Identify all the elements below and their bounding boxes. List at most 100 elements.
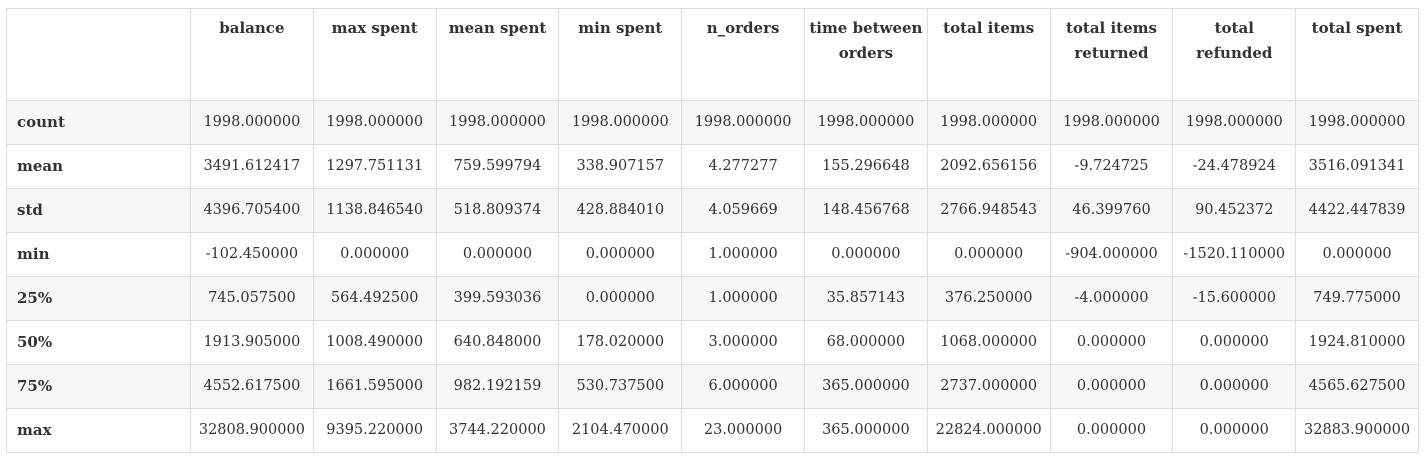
table-cell: 338.907157 <box>558 144 683 189</box>
table-cell: 1998.000000 <box>558 100 683 145</box>
row-label: 75% <box>6 364 191 409</box>
table-cell: 3516.091341 <box>1295 144 1419 189</box>
column-header: min spent <box>558 8 683 101</box>
column-header: mean spent <box>435 8 560 101</box>
header-row: balance max spent mean spent min spent n_ord… <box>6 8 1419 101</box>
table-cell: 148.456768 <box>803 188 928 233</box>
column-header: total refunded <box>1172 8 1297 101</box>
table-cell: 1924.810000 <box>1295 320 1419 365</box>
table-cell: 4396.705400 <box>190 188 314 233</box>
table-cell: 22824.000000 <box>926 408 1051 453</box>
table-cell: 1998.000000 <box>803 100 928 145</box>
table-cell: 6.000000 <box>681 364 805 409</box>
table-cell: 365.000000 <box>803 364 928 409</box>
column-header: n_orders <box>681 8 805 101</box>
table-cell: 4565.627500 <box>1295 364 1419 409</box>
table-cell: 155.296648 <box>803 144 928 189</box>
table-cell: 518.809374 <box>435 188 560 233</box>
table-cell: 1138.846540 <box>312 188 437 233</box>
table-cell: -9.724725 <box>1049 144 1174 189</box>
table-cell: 23.000000 <box>681 408 805 453</box>
table-cell: 1.000000 <box>681 276 805 321</box>
table-cell: 0.000000 <box>1049 408 1174 453</box>
table-cell: 2766.948543 <box>926 188 1051 233</box>
row-label: min <box>6 232 191 277</box>
column-header: total items <box>926 8 1051 101</box>
table-cell: 376.250000 <box>926 276 1051 321</box>
table-cell: 1008.490000 <box>312 320 437 365</box>
table-cell: 0.000000 <box>558 232 683 277</box>
table-cell: 1.000000 <box>681 232 805 277</box>
table-cell: 32808.900000 <box>190 408 314 453</box>
table-cell: 3491.612417 <box>190 144 314 189</box>
table-cell: 365.000000 <box>803 408 928 453</box>
index-header-cell <box>6 8 191 101</box>
table-cell: 1998.000000 <box>926 100 1051 145</box>
table-row: max 32808.900000 9395.220000 3744.220000 210… <box>6 408 1419 453</box>
table-cell: 178.020000 <box>558 320 683 365</box>
table-cell: 640.848000 <box>435 320 560 365</box>
table-cell: 2092.656156 <box>926 144 1051 189</box>
row-label: count <box>6 100 191 145</box>
row-label: 50% <box>6 320 191 365</box>
table-cell: 9395.220000 <box>312 408 437 453</box>
describe-table: balance max spent mean spent min spent n_ord… <box>6 8 1419 453</box>
table-cell: 46.399760 <box>1049 188 1174 233</box>
table-cell: 1661.595000 <box>312 364 437 409</box>
table-row: 50% 1913.905000 1008.490000 640.848000 178.0… <box>6 320 1419 365</box>
table-cell: 399.593036 <box>435 276 560 321</box>
column-header: max spent <box>312 8 437 101</box>
table-cell: 1068.000000 <box>926 320 1051 365</box>
table-cell: -15.600000 <box>1172 276 1297 321</box>
table-cell: -24.478924 <box>1172 144 1297 189</box>
table-cell: 1998.000000 <box>435 100 560 145</box>
table-cell: 0.000000 <box>1049 320 1174 365</box>
table-cell: 2737.000000 <box>926 364 1051 409</box>
table-cell: 1998.000000 <box>681 100 805 145</box>
table-row: mean 3491.612417 1297.751131 759.599794 338.… <box>6 144 1419 189</box>
table-cell: 759.599794 <box>435 144 560 189</box>
table-cell: 0.000000 <box>1172 364 1297 409</box>
row-label: max <box>6 408 191 453</box>
table-cell: 1913.905000 <box>190 320 314 365</box>
table-cell: 68.000000 <box>803 320 928 365</box>
table-cell: 35.857143 <box>803 276 928 321</box>
table-cell: 0.000000 <box>926 232 1051 277</box>
column-header: total spent <box>1295 8 1419 101</box>
table-cell: 749.775000 <box>1295 276 1419 321</box>
table-cell: 4552.617500 <box>190 364 314 409</box>
table-cell: 1998.000000 <box>190 100 314 145</box>
table-cell: 0.000000 <box>312 232 437 277</box>
table-body: count 1998.000000 1998.000000 1998.000000 19… <box>6 100 1419 453</box>
column-header: time between orders <box>803 8 928 101</box>
row-label: 25% <box>6 276 191 321</box>
table-row: std 4396.705400 1138.846540 518.809374 428.8… <box>6 188 1419 233</box>
table-cell: 0.000000 <box>1049 364 1174 409</box>
table-row: min -102.450000 0.000000 0.000000 0.000000 1.… <box>6 232 1419 277</box>
table-cell: -4.000000 <box>1049 276 1174 321</box>
table-cell: 428.884010 <box>558 188 683 233</box>
column-header: total items returned <box>1049 8 1174 101</box>
table-cell: 530.737500 <box>558 364 683 409</box>
table-cell: 3.000000 <box>681 320 805 365</box>
dataframe-container: balance max spent mean spent min spent n_ord… <box>6 8 1419 453</box>
table-cell: -904.000000 <box>1049 232 1174 277</box>
table-row: 25% 745.057500 564.492500 399.593036 0.00000… <box>6 276 1419 321</box>
table-cell: 0.000000 <box>1295 232 1419 277</box>
table-cell: 3744.220000 <box>435 408 560 453</box>
table-cell: 1297.751131 <box>312 144 437 189</box>
table-cell: 4422.447839 <box>1295 188 1419 233</box>
table-cell: -102.450000 <box>190 232 314 277</box>
table-cell: 1998.000000 <box>1295 100 1419 145</box>
table-cell: 1998.000000 <box>1172 100 1297 145</box>
table-row: 75% 4552.617500 1661.595000 982.192159 530.7… <box>6 364 1419 409</box>
table-cell: -1520.110000 <box>1172 232 1297 277</box>
table-cell: 0.000000 <box>558 276 683 321</box>
row-label: mean <box>6 144 191 189</box>
table-cell: 0.000000 <box>1172 320 1297 365</box>
table-header: balance max spent mean spent min spent n_ord… <box>6 8 1419 101</box>
table-cell: 745.057500 <box>190 276 314 321</box>
column-header: balance <box>190 8 314 101</box>
table-cell: 982.192159 <box>435 364 560 409</box>
table-cell: 4.277277 <box>681 144 805 189</box>
